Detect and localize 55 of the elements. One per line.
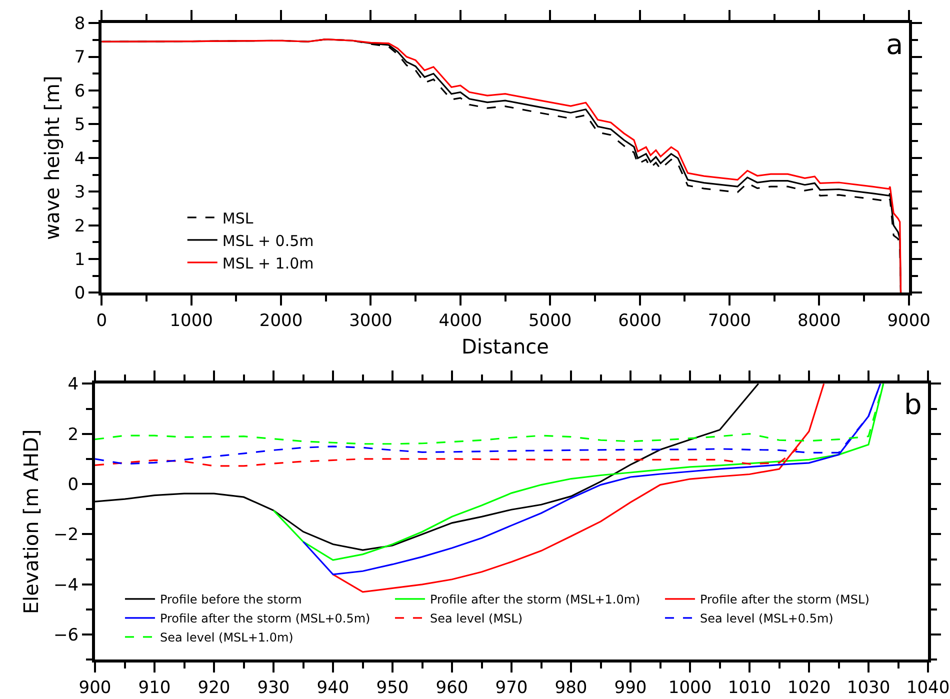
x-tick-label: 1030: [846, 678, 890, 698]
x-tick-label: 1000: [170, 311, 213, 332]
x-tick-label: 9000: [887, 311, 930, 332]
y-tick-label: 3: [74, 182, 86, 203]
x-tick-label: 920: [198, 678, 230, 698]
legend-label: Profile before the storm: [160, 592, 302, 607]
legend-label: Sea level (MSL): [430, 612, 523, 626]
y-tick-label: 8: [74, 14, 86, 34]
y-tick-label: 0: [74, 284, 86, 304]
legend-label: Profile after the storm (MSL+1.0m): [430, 592, 640, 607]
legend-label: Sea level (MSL+0.5m): [700, 612, 834, 626]
y-tick-label: 5: [74, 115, 86, 136]
y-tick-label: 1: [74, 250, 86, 270]
y-tick-label: 6: [74, 81, 86, 102]
x-tick-label: 930: [257, 678, 290, 698]
x-tick-label: 7000: [708, 311, 752, 332]
x-tick-label: 0: [96, 311, 108, 332]
y-axis-title: Elevation [m AHD]: [19, 429, 44, 614]
x-tick-label: 5000: [528, 311, 572, 332]
x-tick-label: 900: [78, 678, 112, 698]
y-tick-label: 0: [68, 474, 79, 495]
x-tick-label: 910: [138, 678, 171, 698]
annotation: b: [904, 388, 922, 421]
x-tick-label: 1020: [787, 678, 831, 698]
x-tick-label: 950: [376, 678, 409, 698]
x-tick-label: 2000: [259, 311, 303, 332]
x-tick-label: 3000: [349, 311, 392, 332]
y-tick-label: −4: [54, 575, 79, 596]
legend-label: Profile after the storm (MSL): [700, 592, 870, 607]
y-tick-label: −6: [54, 626, 79, 646]
legend-label: MSL + 0.5m: [222, 232, 314, 250]
legend-label: Profile after the storm (MSL+0.5m): [160, 612, 370, 626]
y-tick-label: 2: [68, 424, 79, 445]
legend-label: Sea level (MSL+1.0m): [160, 630, 294, 645]
y-tick-label: 4: [74, 148, 86, 169]
y-tick-label: 7: [74, 48, 86, 68]
x-tick-label: 990: [614, 678, 647, 698]
x-tick-label: 940: [316, 678, 350, 698]
x-axis-title: Distance: [462, 334, 549, 359]
legend-label: MSL + 1.0m: [222, 254, 314, 272]
y-axis-title: wave height [m]: [40, 76, 64, 240]
y-tick-label: 2: [74, 216, 86, 236]
legend-label: MSL: [222, 209, 254, 228]
x-tick-label: 960: [436, 678, 468, 698]
x-tick-label: 1010: [728, 678, 772, 698]
x-tick-label: 4000: [438, 311, 482, 332]
y-tick-label: 4: [68, 374, 79, 395]
x-tick-label: 980: [554, 678, 588, 698]
x-tick-label: 1040: [906, 678, 950, 698]
x-tick-label: 8000: [798, 311, 841, 332]
x-tick-label: 1000: [668, 678, 712, 698]
x-tick-label: 970: [495, 678, 528, 698]
x-tick-label: 6000: [618, 311, 662, 332]
annotation: a: [886, 28, 904, 61]
y-tick-label: −2: [54, 525, 79, 546]
